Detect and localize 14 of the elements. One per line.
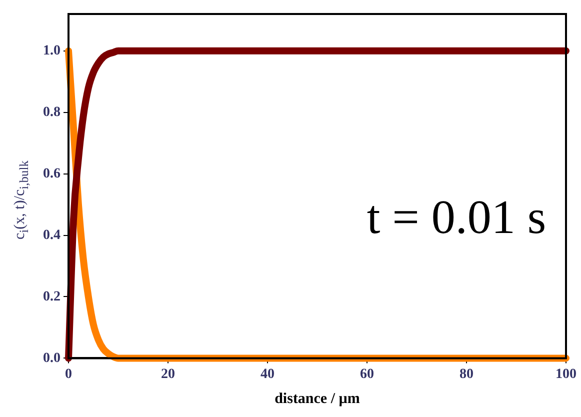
x-tick-label: 100: [556, 367, 576, 382]
y-tick-label: 0.6: [43, 166, 60, 182]
x-tick-label: 0: [65, 367, 72, 382]
x-tick-label: 20: [161, 367, 175, 382]
y-tick-label: 0.2: [43, 289, 60, 304]
y-tick-label: 0.0: [43, 350, 60, 366]
annotation: t = 0.01 s: [366, 191, 546, 244]
x-tick-label: 40: [260, 367, 274, 382]
y-tick-label: 1.0: [43, 43, 60, 58]
x-tick-label: 60: [360, 367, 374, 382]
x-tick-label: 80: [460, 367, 474, 382]
y-tick-label: 0.8: [43, 104, 60, 120]
x-axis-title: distance / µm: [274, 390, 360, 407]
y-tick-label: 0.4: [43, 228, 60, 243]
